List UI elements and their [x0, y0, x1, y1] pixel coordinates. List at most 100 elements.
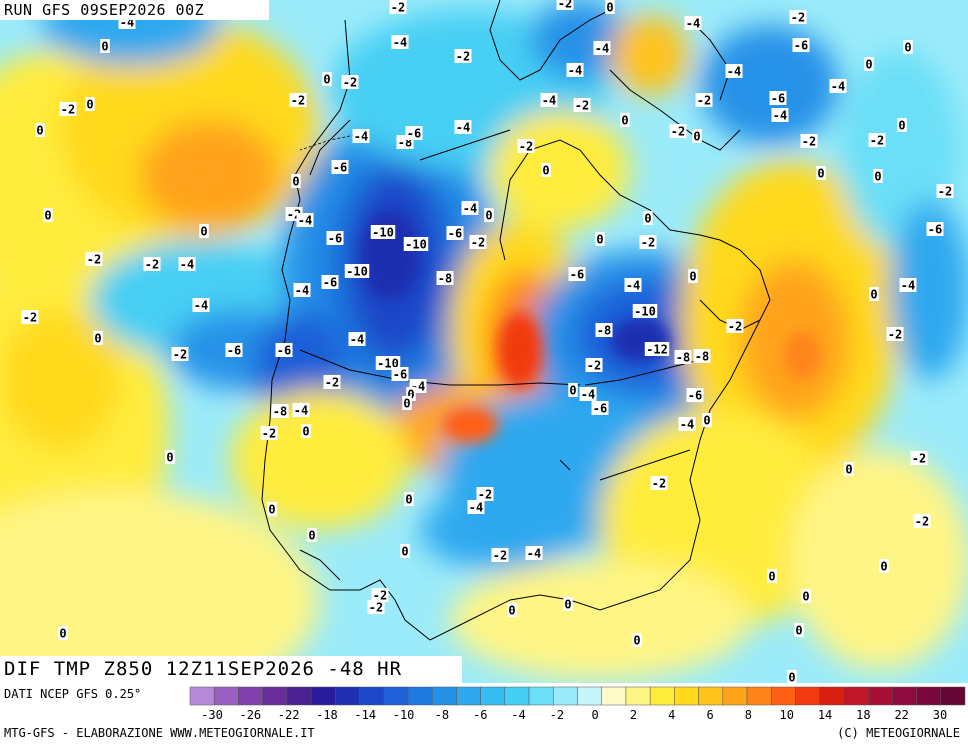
contour-label: 0	[101, 40, 108, 54]
contour-label-bg	[331, 160, 349, 174]
contour-label-bg	[579, 387, 597, 401]
contour-label: -10	[346, 265, 368, 279]
contour-label: 0	[59, 627, 66, 641]
contour-label-bg	[632, 633, 642, 647]
legend-swatch	[456, 686, 481, 706]
contour-label-bg	[844, 462, 854, 476]
contour-label: 0	[633, 634, 640, 648]
contour-label-bg	[171, 347, 189, 361]
contour-label: -6	[448, 227, 462, 241]
contour-label-bg	[199, 224, 209, 238]
contour-label: 0	[323, 73, 330, 87]
contour-label-bg	[787, 670, 797, 683]
legend-swatch	[698, 686, 724, 706]
contour-label: -2	[802, 135, 816, 149]
contour-label-bg	[469, 235, 487, 249]
contour-label-bg	[593, 41, 611, 55]
contour-label-bg	[684, 16, 702, 30]
legend-tick-label: -30	[201, 708, 223, 722]
contour-label-bg	[829, 79, 847, 93]
contour-label-bg	[644, 342, 670, 356]
legend-tick-label: 22	[894, 708, 908, 722]
map-canvas: -4-2 -2 0-4 -20 -4 -4 -6 0-2-4 -4 00 -2 -4-2 -4 -2 -2-…	[0, 0, 968, 683]
contour-label: -2	[291, 94, 305, 108]
contour-label-bg	[624, 278, 642, 292]
legend-swatch	[310, 686, 336, 706]
contour-label: -4	[298, 214, 312, 228]
legend-swatch	[722, 686, 748, 706]
contour-label-bg	[692, 129, 702, 143]
contour-label-bg	[794, 623, 804, 637]
contour-label-bg	[192, 298, 210, 312]
legend-tick-label: -18	[316, 708, 338, 722]
contour-label: -6	[328, 232, 342, 246]
legend-tick-label: -6	[473, 708, 487, 722]
contour-label: -2	[61, 103, 75, 117]
contour-label-bg	[620, 113, 630, 127]
contour-label: -2	[173, 348, 187, 362]
contour-label: -8	[597, 324, 611, 338]
contour-label: 0	[86, 98, 93, 112]
contour-label-bg	[873, 169, 883, 183]
legend-tick-label: 4	[668, 708, 675, 722]
contour-label-bg	[686, 388, 704, 402]
legend-swatch	[940, 686, 966, 706]
contour-label-bg	[406, 387, 416, 401]
contour-label-bg	[767, 569, 777, 583]
legend-swatch	[771, 686, 796, 706]
contour-label-bg	[595, 323, 613, 337]
contour-label: -4	[180, 258, 194, 272]
legend-swatch	[238, 686, 263, 706]
legend-swatch	[189, 686, 215, 706]
contour-label: 0	[44, 209, 51, 223]
contour-label-bg	[21, 310, 39, 324]
coastlines	[261, 0, 771, 641]
contour-label: -2	[671, 125, 685, 139]
contour-label: 0	[564, 598, 571, 612]
contour-label-bg	[491, 548, 509, 562]
contour-label: -4	[727, 65, 741, 79]
contour-label-bg	[484, 208, 494, 222]
contour-label-bg	[693, 349, 711, 363]
contour-label-bg	[595, 232, 605, 246]
legend-tick-label: -10	[393, 708, 415, 722]
contour-label: -2	[915, 515, 929, 529]
contour-label-bg	[93, 331, 103, 345]
contour-label: -10	[372, 226, 394, 240]
contour-label-bg	[85, 97, 95, 111]
contour-label-bg	[389, 0, 407, 14]
contour-label-bg	[404, 492, 414, 506]
legend-swatch	[359, 686, 384, 706]
contour-label-bg	[632, 304, 658, 318]
contour-label: -4	[680, 418, 694, 432]
contour-label: 0	[302, 425, 309, 439]
map-title: DIF TMP Z850 12Z11SEP2026 -48 HR	[0, 656, 462, 683]
data-source: DATI NCEP GFS 0.25°	[4, 687, 142, 701]
contour-label: 0	[693, 130, 700, 144]
legend-swatch	[916, 686, 942, 706]
contour-label-bg	[643, 211, 653, 225]
contour-label-bg	[585, 358, 603, 372]
contour-label: -2	[587, 359, 601, 373]
contour-label: -2	[369, 601, 383, 615]
contour-label-bg	[454, 120, 472, 134]
contour-label: -4	[463, 202, 477, 216]
legend-swatch	[213, 686, 239, 706]
contour-label-bg	[792, 38, 810, 52]
contour-label-bg	[879, 559, 889, 573]
contour-label-bg	[467, 500, 485, 514]
contour-label: -4	[194, 299, 208, 313]
contour-label-bg	[165, 450, 175, 464]
contour-label-bg	[446, 226, 464, 240]
contour-label: -6	[771, 92, 785, 106]
legend-tick-label: 18	[856, 708, 870, 722]
contour-label-bg	[688, 269, 698, 283]
contour-label-bg	[864, 57, 874, 71]
legend-swatch	[407, 686, 433, 706]
contour-label: -4	[542, 94, 556, 108]
contour-label: 0	[166, 451, 173, 465]
contour-label: -4	[568, 64, 582, 78]
contour-label-bg	[540, 93, 558, 107]
contour-label-bg	[454, 49, 472, 63]
